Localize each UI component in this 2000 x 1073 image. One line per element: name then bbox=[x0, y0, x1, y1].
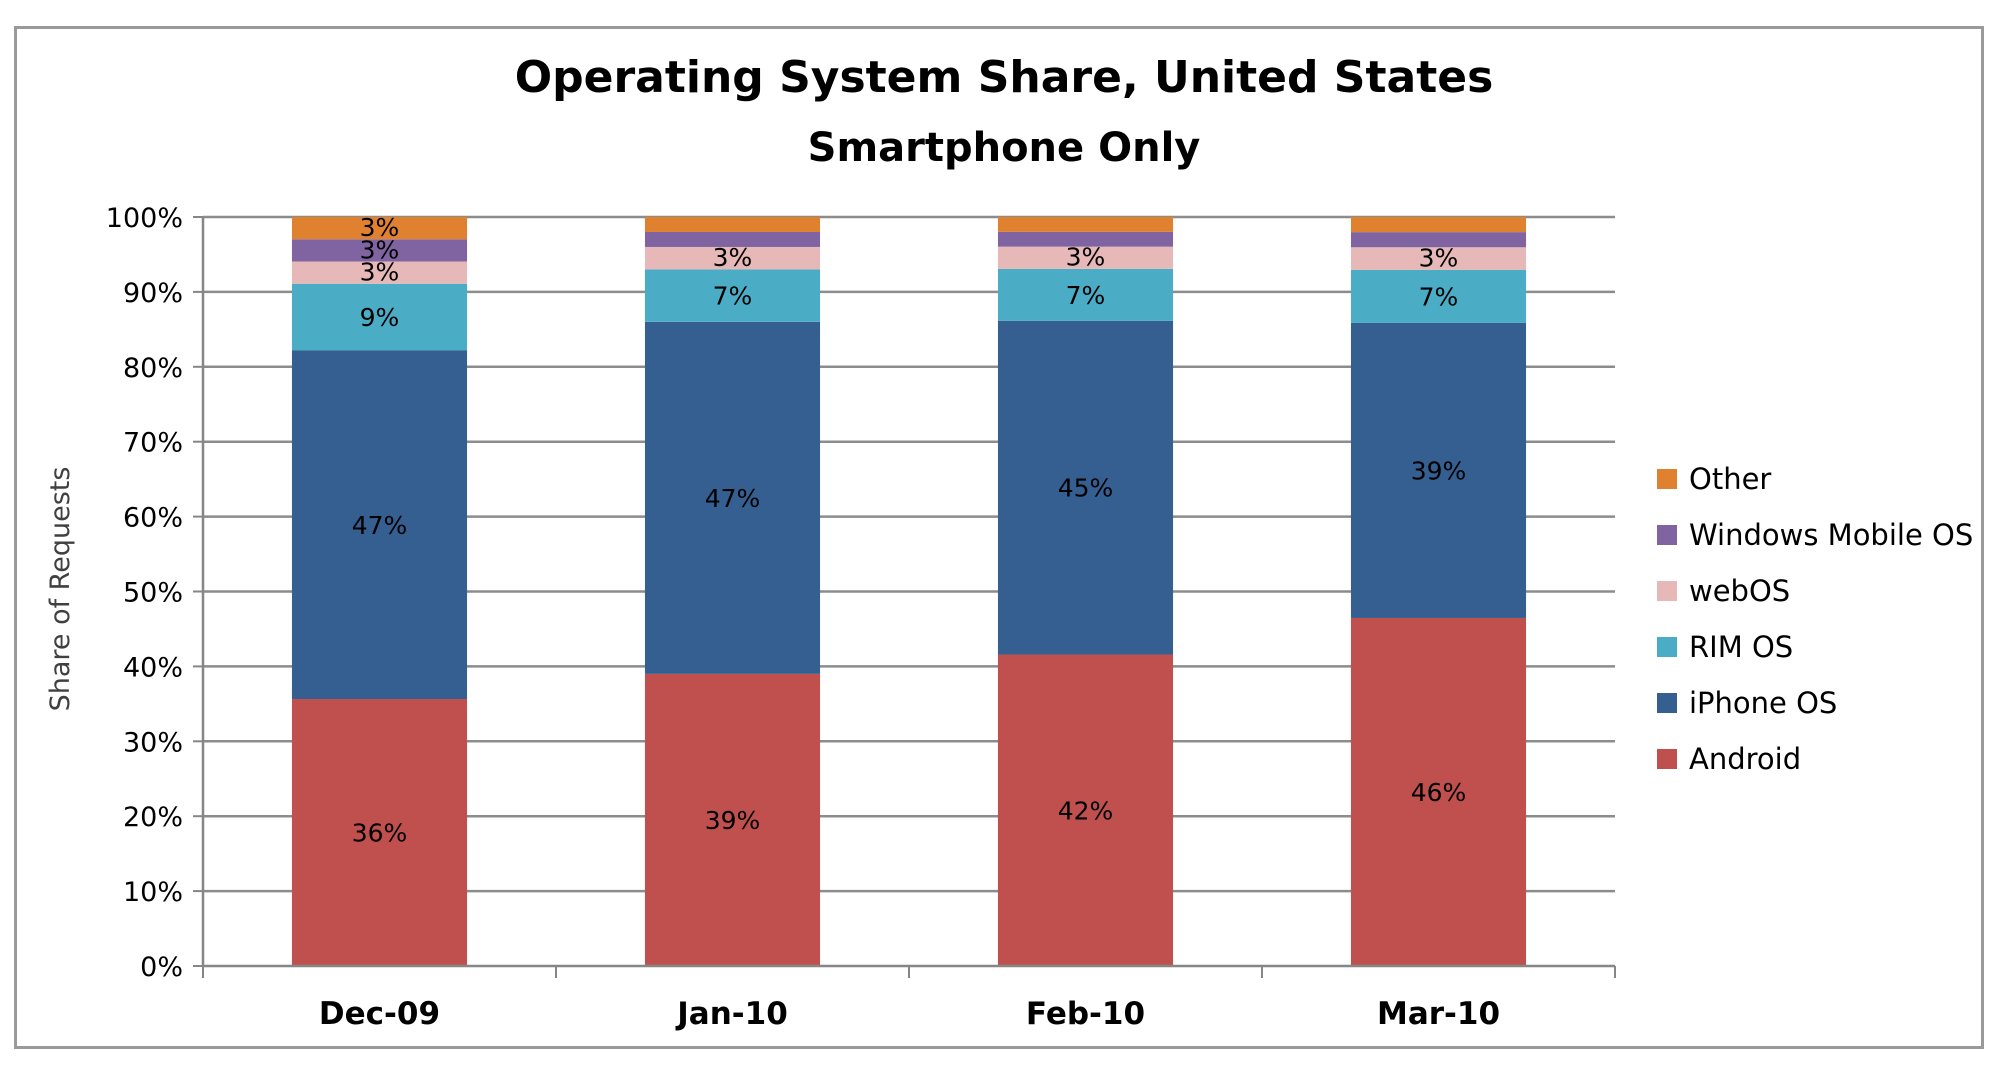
bar-segment-iphone-os bbox=[644, 321, 821, 674]
y-tick-label: 90% bbox=[123, 278, 183, 309]
legend-swatch bbox=[1657, 525, 1677, 545]
bar-segment-webos bbox=[997, 246, 1174, 269]
data-label: 45% bbox=[1058, 474, 1114, 503]
bar-segment-other bbox=[291, 217, 468, 240]
bar-segment-windows-mobile-os bbox=[291, 239, 468, 262]
bar-segment-windows-mobile-os bbox=[997, 231, 1174, 247]
data-label: 42% bbox=[1058, 796, 1114, 825]
y-axis-title: Share of Requests bbox=[45, 467, 76, 712]
bar-segment-webos bbox=[1350, 247, 1527, 270]
y-tick-label: 30% bbox=[123, 727, 183, 758]
bar-segment-iphone-os bbox=[1350, 322, 1527, 618]
data-label: 7% bbox=[713, 282, 753, 311]
legend-swatch bbox=[1657, 581, 1677, 601]
bar-segment-other bbox=[644, 217, 821, 232]
x-category-label: Jan-10 bbox=[675, 996, 788, 1032]
data-label: 3% bbox=[360, 235, 400, 264]
legend-label: Other bbox=[1689, 462, 1771, 496]
bar-segment-windows-mobile-os bbox=[644, 231, 821, 247]
y-tick-label: 100% bbox=[106, 203, 183, 234]
data-label: 47% bbox=[705, 484, 761, 513]
data-label: 3% bbox=[1419, 244, 1459, 273]
bar-segment-rim-os bbox=[644, 269, 821, 322]
bar-segment-webos bbox=[644, 246, 821, 270]
legend-swatch bbox=[1657, 637, 1677, 657]
data-label: 3% bbox=[713, 243, 753, 272]
bar-segment-android bbox=[644, 673, 821, 966]
y-tick-label: 50% bbox=[123, 578, 183, 609]
bar-segment-other bbox=[997, 217, 1174, 232]
data-label: 7% bbox=[1419, 282, 1459, 311]
legend-swatch bbox=[1657, 749, 1677, 769]
data-labels: 36%47%9%3%3%3%39%47%7%3%42%45%7%3%46%39%… bbox=[352, 213, 1467, 847]
bar-segment-windows-mobile-os bbox=[1350, 232, 1527, 248]
y-tick-label: 40% bbox=[123, 652, 183, 683]
legend-label: iPhone OS bbox=[1689, 686, 1837, 720]
bar-segment-rim-os bbox=[291, 283, 468, 351]
y-tick-label: 20% bbox=[123, 802, 183, 833]
data-label: 36% bbox=[352, 819, 408, 848]
legend-swatch bbox=[1657, 469, 1677, 489]
y-tick-label: 60% bbox=[123, 503, 183, 534]
chart-frame: Operating System Share, United States Sm… bbox=[14, 26, 1984, 1049]
bar-segment-android bbox=[997, 654, 1174, 966]
bar-segment-rim-os bbox=[997, 268, 1174, 321]
bar-segment-android bbox=[291, 699, 468, 966]
legend-label: RIM OS bbox=[1689, 630, 1793, 664]
legend: Other Windows Mobile OS webOS RIM OS iPhone … bbox=[1657, 462, 1973, 776]
data-label: 7% bbox=[1066, 281, 1106, 310]
data-label: 9% bbox=[360, 303, 400, 332]
data-label: 39% bbox=[705, 806, 761, 835]
axes: 0% 10% 20% 30% 40% 50% 60% 70% 80% 90% 100% Dec-09 J… bbox=[106, 203, 1616, 1032]
data-label: 3% bbox=[1066, 243, 1106, 272]
y-tick-label: 10% bbox=[123, 877, 183, 908]
data-label: 47% bbox=[352, 511, 408, 540]
y-tick-label: 0% bbox=[140, 952, 183, 983]
data-label: 3% bbox=[360, 213, 400, 242]
x-category-label: Mar-10 bbox=[1377, 996, 1500, 1032]
x-category-label: Dec-09 bbox=[319, 996, 440, 1032]
data-label: 39% bbox=[1411, 456, 1467, 485]
bar-segment-rim-os bbox=[1350, 269, 1527, 323]
data-label: 46% bbox=[1411, 778, 1467, 807]
bar-segment-iphone-os bbox=[997, 320, 1174, 655]
y-tick-label: 80% bbox=[123, 353, 183, 384]
chart-title: Operating System Share, United States bbox=[515, 52, 1494, 103]
bar-segment-webos bbox=[291, 261, 468, 284]
legend-label: webOS bbox=[1689, 574, 1790, 608]
chart-svg: Operating System Share, United States Sm… bbox=[45, 52, 1973, 1032]
legend-label: Windows Mobile OS bbox=[1689, 518, 1973, 552]
data-label: 3% bbox=[360, 258, 400, 287]
bar-segment-iphone-os bbox=[291, 350, 468, 700]
bar-segment-android bbox=[1350, 617, 1527, 966]
bar-segment-other bbox=[1350, 217, 1527, 233]
x-category-label: Feb-10 bbox=[1026, 996, 1145, 1032]
y-tick-label: 70% bbox=[123, 428, 183, 459]
bars bbox=[291, 217, 1527, 966]
chart-subtitle: Smartphone Only bbox=[808, 125, 1201, 171]
legend-swatch bbox=[1657, 693, 1677, 713]
legend-label: Android bbox=[1689, 742, 1801, 776]
